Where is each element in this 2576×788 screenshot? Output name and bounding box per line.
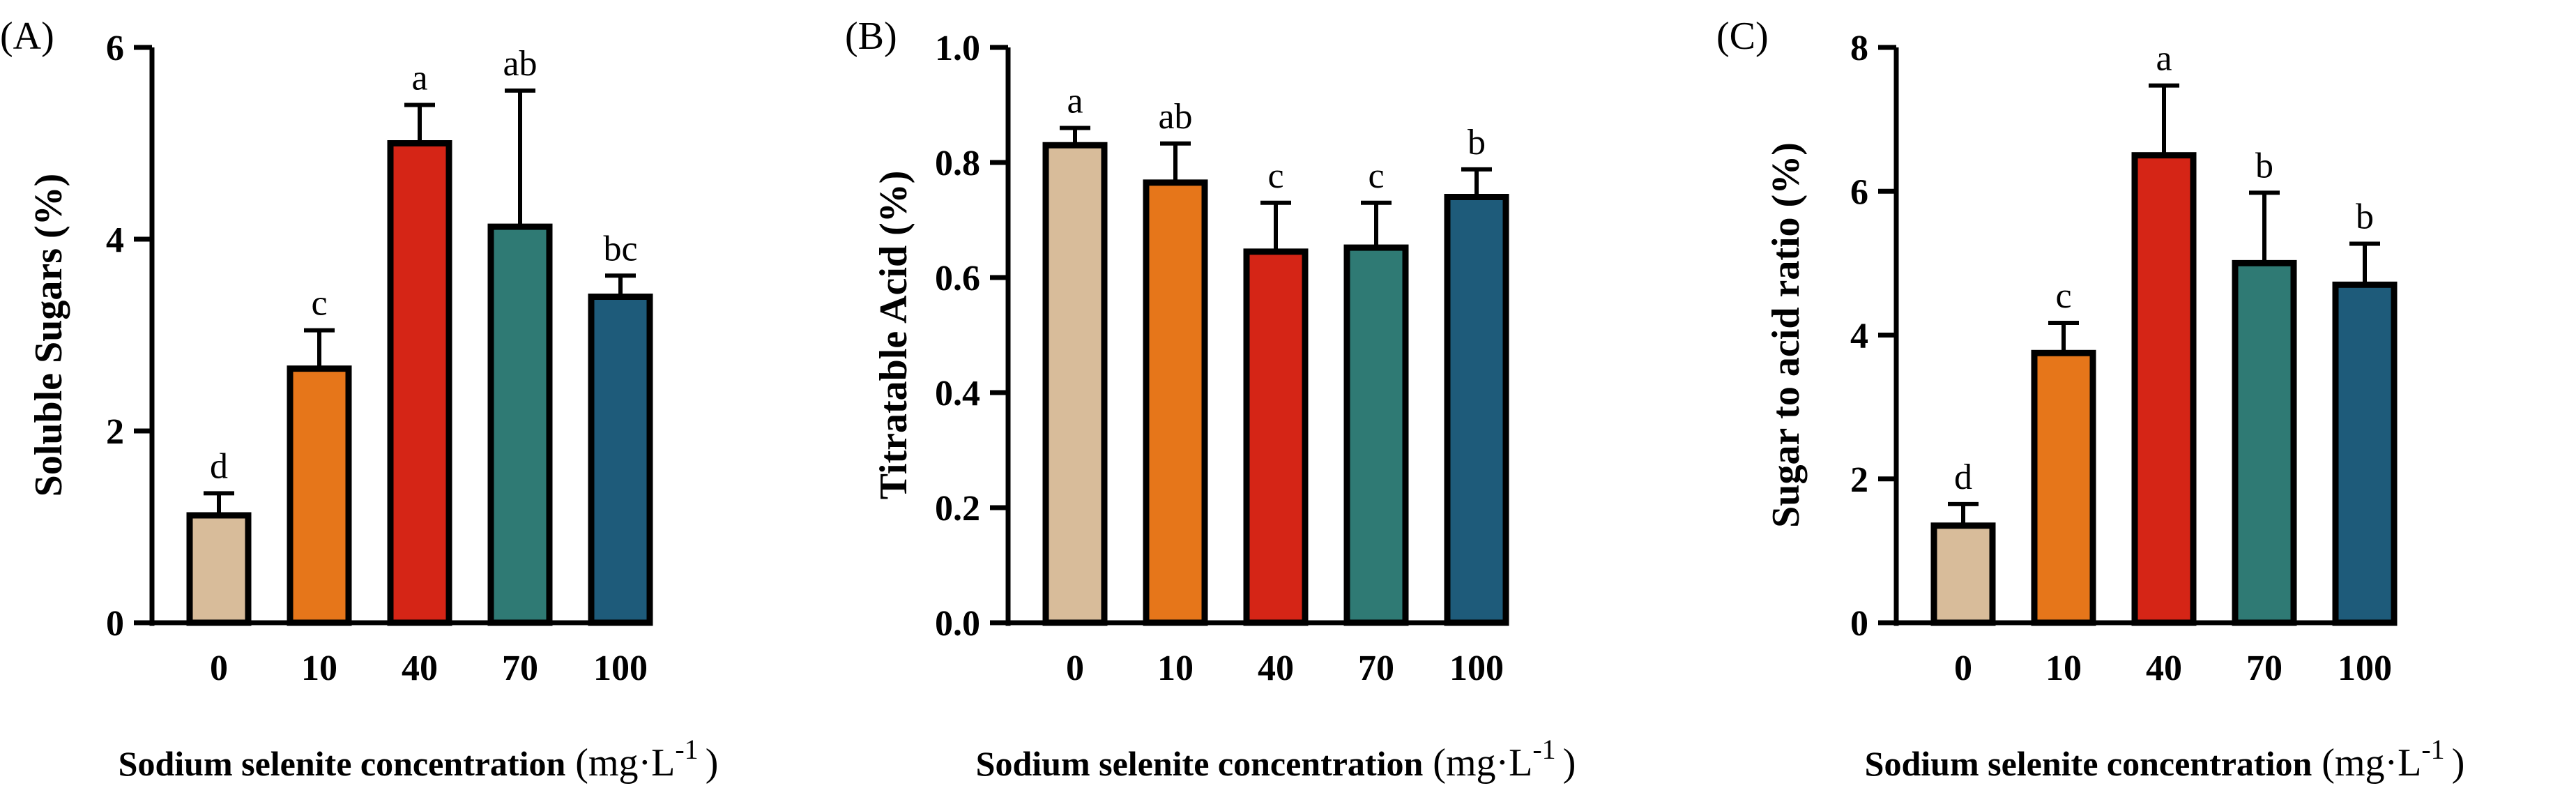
panel-label: (C) bbox=[1716, 15, 1769, 58]
bar bbox=[2232, 259, 2297, 626]
x-axis-unit: (mg·L bbox=[1433, 741, 1532, 785]
y-tick-label: 0.8 bbox=[935, 144, 980, 183]
y-axis-title: Sugar to acid ratio (%) bbox=[1765, 142, 1808, 528]
y-tick-label: 2 bbox=[106, 412, 124, 452]
significance-letter: bc bbox=[603, 229, 637, 268]
bar bbox=[287, 365, 352, 626]
chart-panel-1: (B) 0.0 0.2 0.4 0.6 0.8 1.0 a 0 ab 10 c 40 c 70 b 100 Tit… bbox=[845, 15, 1576, 785]
x-axis-unit: (mg·L bbox=[2322, 741, 2421, 785]
significance-letter: a bbox=[1067, 82, 1083, 121]
panel-label: (A) bbox=[0, 15, 54, 58]
y-axis-title: Titratable Acid (%) bbox=[872, 171, 915, 500]
bar bbox=[2332, 281, 2398, 626]
bar bbox=[2131, 152, 2197, 626]
x-axis-unit: (mg·L bbox=[575, 741, 675, 785]
y-tick-label: 6 bbox=[106, 29, 124, 68]
bar bbox=[1444, 194, 1509, 626]
x-tick-label: 0 bbox=[1954, 649, 1972, 688]
x-axis-unit: ) bbox=[2452, 741, 2465, 785]
x-tick-label: 0 bbox=[1066, 649, 1084, 688]
significance-letter: ab bbox=[503, 44, 537, 84]
significance-letter: d bbox=[1954, 457, 1972, 497]
significance-letter: a bbox=[2156, 39, 2172, 79]
x-axis-unit bbox=[565, 741, 575, 785]
chart-panel-2: (C) 0 2 4 6 8 d 0 c 10 a 40 b 70 b 100 Sugar to acid rat… bbox=[1716, 15, 2464, 785]
bar bbox=[588, 294, 653, 626]
x-tick-label: 70 bbox=[2246, 649, 2282, 688]
x-axis-unit-exponent: -1 bbox=[1532, 734, 1555, 765]
bar bbox=[1343, 244, 1409, 626]
y-tick-label: 0.0 bbox=[935, 604, 980, 644]
y-tick-label: 0 bbox=[106, 604, 124, 644]
x-axis-title: Sodium selenite concentration (mg·L-1) bbox=[976, 734, 1576, 785]
bar bbox=[1143, 179, 1208, 626]
y-tick-label: 1.0 bbox=[935, 29, 980, 68]
significance-letter: d bbox=[210, 446, 228, 486]
y-tick-label: 6 bbox=[1850, 172, 1868, 212]
x-axis-title: Sodium selenite concentration (mg·L-1) bbox=[119, 734, 719, 785]
significance-letter: c bbox=[1267, 156, 1283, 196]
x-tick-label: 10 bbox=[301, 649, 337, 688]
x-axis-unit-exponent: -1 bbox=[675, 734, 698, 765]
x-axis-title-text: Sodium selenite concentration bbox=[119, 744, 566, 783]
y-axis-title: Soluble Sugars (%) bbox=[27, 174, 70, 497]
bar bbox=[387, 140, 452, 626]
significance-letter: ab bbox=[1158, 97, 1192, 137]
x-axis-title-text: Sodium selenite concentration bbox=[976, 744, 1424, 783]
y-tick-label: 4 bbox=[106, 220, 124, 260]
significance-letter: b bbox=[2356, 197, 2374, 237]
x-tick-label: 100 bbox=[593, 649, 648, 688]
x-tick-label: 100 bbox=[1449, 649, 1504, 688]
significance-letter: b bbox=[1468, 123, 1486, 162]
y-tick-label: 0 bbox=[1850, 604, 1868, 644]
x-axis-unit: ) bbox=[706, 741, 719, 785]
x-tick-label: 10 bbox=[1157, 649, 1194, 688]
significance-letter: c bbox=[1368, 156, 1384, 196]
x-tick-label: 40 bbox=[2146, 649, 2182, 688]
bar bbox=[1042, 142, 1108, 626]
y-tick-label: 8 bbox=[1850, 29, 1868, 68]
x-tick-label: 10 bbox=[2045, 649, 2082, 688]
y-tick-label: 0.6 bbox=[935, 259, 980, 298]
x-tick-label: 100 bbox=[2338, 649, 2392, 688]
x-axis-unit: ) bbox=[1563, 741, 1576, 785]
bar bbox=[1243, 248, 1309, 626]
x-axis-title: Sodium selenite concentration (mg·L-1) bbox=[1865, 734, 2465, 785]
y-tick-label: 0.4 bbox=[935, 374, 980, 414]
significance-letter: c bbox=[2055, 276, 2071, 316]
y-tick-label: 4 bbox=[1850, 317, 1868, 356]
significance-letter: a bbox=[411, 59, 427, 98]
bar bbox=[1930, 522, 1996, 626]
x-tick-label: 40 bbox=[1258, 649, 1294, 688]
x-axis-unit bbox=[2312, 741, 2322, 785]
bar bbox=[487, 223, 553, 626]
x-axis-title-text: Sodium selenite concentration bbox=[1865, 744, 2312, 783]
x-tick-label: 0 bbox=[210, 649, 228, 688]
significance-letter: b bbox=[2255, 146, 2273, 185]
panel-label: (B) bbox=[845, 15, 897, 58]
bar bbox=[2031, 349, 2096, 626]
x-axis-unit-exponent: -1 bbox=[2421, 734, 2444, 765]
bar bbox=[186, 512, 252, 626]
x-tick-label: 40 bbox=[402, 649, 438, 688]
x-tick-label: 70 bbox=[502, 649, 538, 688]
y-tick-label: 2 bbox=[1850, 460, 1868, 500]
chart-panel-0: (A) 0 2 4 6 d 0 c 10 a 40 ab 70 bc 100 Soluble Sugars (… bbox=[0, 15, 718, 785]
x-tick-label: 70 bbox=[1358, 649, 1394, 688]
y-tick-label: 0.2 bbox=[935, 489, 980, 529]
x-axis-unit bbox=[1423, 741, 1433, 785]
significance-letter: c bbox=[311, 284, 327, 324]
